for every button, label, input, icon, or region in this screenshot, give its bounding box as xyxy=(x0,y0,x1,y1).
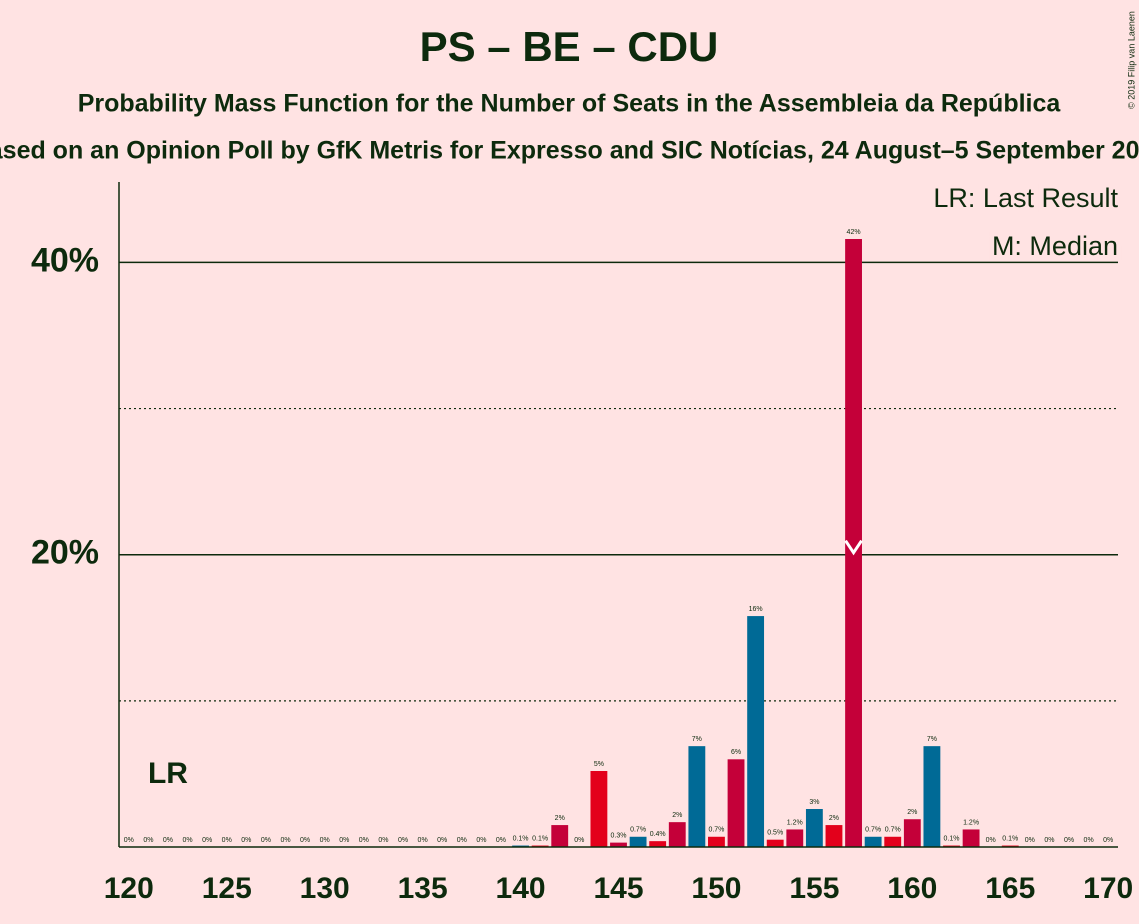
value-label: 0% xyxy=(1064,837,1074,844)
value-label: 0% xyxy=(418,837,428,844)
value-label: 0% xyxy=(457,837,467,844)
bar xyxy=(590,771,608,847)
value-label: 6% xyxy=(731,749,741,756)
value-label: 0% xyxy=(476,837,486,844)
value-label: 0% xyxy=(339,837,349,844)
value-label: 7% xyxy=(692,736,702,743)
value-label: 0.1% xyxy=(513,835,529,842)
last-result-label: LR xyxy=(148,757,188,790)
chart-title: PS – BE – CDU xyxy=(420,23,719,70)
bar xyxy=(629,836,647,847)
value-label: 0% xyxy=(378,837,388,844)
x-tick-label: 165 xyxy=(985,872,1035,905)
bar xyxy=(786,829,804,847)
value-label: 0% xyxy=(574,837,584,844)
bar xyxy=(688,746,706,847)
value-label: 0% xyxy=(986,837,996,844)
value-label: 7% xyxy=(927,736,937,743)
median-marker xyxy=(844,539,863,556)
value-label: 0.5% xyxy=(767,830,783,837)
copyright: © 2019 Filip van Laenen xyxy=(1126,11,1136,109)
value-label: 0.7% xyxy=(885,827,901,834)
value-label: 0% xyxy=(202,837,212,844)
bar xyxy=(747,616,765,847)
x-tick-label: 155 xyxy=(789,872,839,905)
value-label: 0% xyxy=(359,837,369,844)
value-label: 3% xyxy=(809,799,819,806)
value-label: 5% xyxy=(594,761,604,768)
y-tick-label: 40% xyxy=(31,241,99,279)
value-label: 16% xyxy=(749,606,763,613)
bar xyxy=(649,841,667,847)
bar xyxy=(825,825,843,847)
y-tick-label: 20% xyxy=(31,534,99,572)
value-label: 0% xyxy=(437,837,447,844)
bar xyxy=(903,819,921,847)
value-label: 0% xyxy=(241,837,251,844)
bar xyxy=(766,839,784,847)
value-label: 0.7% xyxy=(865,827,881,834)
value-label: 0.3% xyxy=(611,832,627,839)
value-label: 0% xyxy=(300,837,310,844)
chart-source: Based on an Opinion Poll by GfK Metris f… xyxy=(0,137,1139,165)
bar xyxy=(884,836,902,847)
value-label: 2% xyxy=(672,812,682,819)
value-label: 0% xyxy=(163,837,173,844)
bar xyxy=(923,746,941,847)
legend-entry: LR: Last Result xyxy=(933,183,1118,213)
bar xyxy=(962,829,980,847)
value-label: 0.4% xyxy=(650,831,666,838)
x-tick-label: 130 xyxy=(300,872,350,905)
bar xyxy=(610,842,627,847)
value-label: 0.7% xyxy=(708,827,724,834)
value-label: 0% xyxy=(261,837,271,844)
value-label: 0% xyxy=(1084,837,1094,844)
value-label: 0% xyxy=(1044,837,1054,844)
bar xyxy=(551,825,569,847)
x-tick-label: 170 xyxy=(1083,872,1133,905)
x-tick-label: 160 xyxy=(887,872,937,905)
value-label: 1.2% xyxy=(963,819,979,826)
legend-entry: M: Median xyxy=(992,231,1118,261)
bar xyxy=(708,836,725,847)
value-label: 0.7% xyxy=(630,827,646,834)
value-label: 0% xyxy=(124,837,134,844)
chart-subtitle: Probability Mass Function for the Number… xyxy=(78,90,1062,118)
value-label: 0.1% xyxy=(1002,835,1018,842)
value-label: 1.2% xyxy=(787,819,803,826)
x-tick-label: 150 xyxy=(691,872,741,905)
value-label: 0% xyxy=(222,837,232,844)
value-label: 0% xyxy=(1103,837,1113,844)
bar xyxy=(727,759,745,847)
x-tick-label: 125 xyxy=(202,872,252,905)
x-tick-label: 120 xyxy=(104,872,154,905)
value-label: 0.1% xyxy=(532,835,548,842)
x-tick-label: 135 xyxy=(398,872,448,905)
value-label: 2% xyxy=(829,815,839,822)
x-tick-label: 140 xyxy=(496,872,546,905)
x-tick-label: 145 xyxy=(593,872,643,905)
value-label: 0% xyxy=(143,837,153,844)
value-label: 0% xyxy=(280,837,290,844)
value-label: 0% xyxy=(398,837,408,844)
bar xyxy=(805,809,823,847)
value-label: 0% xyxy=(320,837,330,844)
value-label: 0.1% xyxy=(944,835,960,842)
bar xyxy=(845,239,862,847)
value-label: 0% xyxy=(1025,837,1035,844)
bar xyxy=(864,836,882,847)
value-label: 42% xyxy=(847,229,861,236)
bar xyxy=(668,822,686,847)
value-label: 0% xyxy=(182,837,192,844)
value-label: 2% xyxy=(907,809,917,816)
value-label: 0% xyxy=(496,837,506,844)
value-label: 2% xyxy=(555,815,565,822)
